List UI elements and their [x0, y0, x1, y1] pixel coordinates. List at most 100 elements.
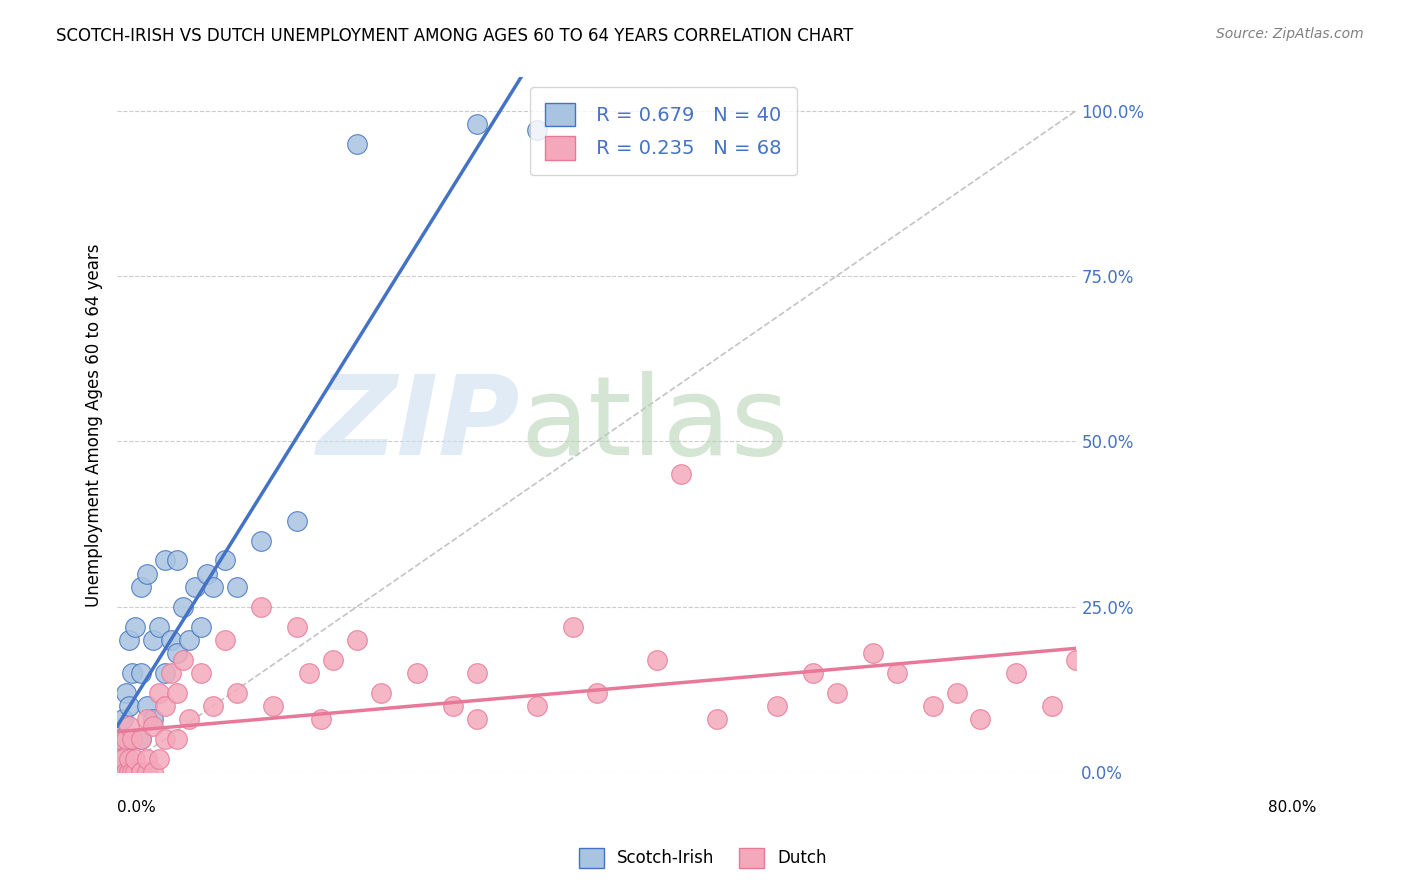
- Point: [214, 632, 236, 647]
- Point: [166, 731, 188, 746]
- Legend: Scotch-Irish, Dutch: Scotch-Irish, Dutch: [572, 841, 834, 875]
- Point: [179, 632, 201, 647]
- Text: 80.0%: 80.0%: [1268, 800, 1316, 815]
- Point: [370, 686, 392, 700]
- Point: [346, 136, 368, 151]
- Text: Source: ZipAtlas.com: Source: ZipAtlas.com: [1216, 27, 1364, 41]
- Point: [202, 698, 225, 713]
- Point: [129, 580, 152, 594]
- Point: [118, 632, 141, 647]
- Point: [121, 765, 143, 780]
- Point: [1042, 698, 1064, 713]
- Point: [124, 752, 146, 766]
- Point: [160, 665, 183, 680]
- Point: [105, 731, 128, 746]
- Point: [160, 632, 183, 647]
- Point: [114, 686, 136, 700]
- Point: [825, 686, 848, 700]
- Point: [129, 665, 152, 680]
- Point: [121, 665, 143, 680]
- Point: [118, 752, 141, 766]
- Point: [105, 752, 128, 766]
- Point: [526, 123, 548, 137]
- Point: [136, 698, 159, 713]
- Point: [112, 752, 135, 766]
- Point: [441, 698, 464, 713]
- Point: [250, 599, 273, 614]
- Point: [285, 619, 308, 633]
- Point: [250, 533, 273, 548]
- Point: [166, 686, 188, 700]
- Point: [129, 731, 152, 746]
- Point: [765, 698, 787, 713]
- Point: [142, 712, 165, 726]
- Point: [112, 712, 135, 726]
- Point: [105, 765, 128, 780]
- Point: [465, 117, 488, 131]
- Point: [153, 553, 176, 567]
- Point: [136, 712, 159, 726]
- Point: [148, 752, 170, 766]
- Point: [406, 665, 429, 680]
- Point: [105, 765, 128, 780]
- Point: [142, 719, 165, 733]
- Point: [190, 619, 212, 633]
- Point: [129, 731, 152, 746]
- Point: [862, 646, 884, 660]
- Point: [172, 599, 194, 614]
- Point: [669, 467, 692, 482]
- Point: [118, 719, 141, 733]
- Point: [136, 566, 159, 581]
- Point: [202, 580, 225, 594]
- Text: 0.0%: 0.0%: [117, 800, 156, 815]
- Text: SCOTCH-IRISH VS DUTCH UNEMPLOYMENT AMONG AGES 60 TO 64 YEARS CORRELATION CHART: SCOTCH-IRISH VS DUTCH UNEMPLOYMENT AMONG…: [56, 27, 853, 45]
- Point: [121, 731, 143, 746]
- Point: [166, 553, 188, 567]
- Text: ZIP: ZIP: [316, 371, 520, 478]
- Point: [112, 765, 135, 780]
- Point: [129, 765, 152, 780]
- Point: [142, 765, 165, 780]
- Point: [124, 765, 146, 780]
- Point: [105, 731, 128, 746]
- Point: [153, 731, 176, 746]
- Point: [136, 752, 159, 766]
- Point: [114, 731, 136, 746]
- Point: [886, 665, 908, 680]
- Point: [124, 619, 146, 633]
- Point: [945, 686, 967, 700]
- Point: [124, 765, 146, 780]
- Point: [114, 765, 136, 780]
- Point: [298, 665, 321, 680]
- Point: [561, 619, 583, 633]
- Point: [465, 712, 488, 726]
- Point: [645, 652, 668, 666]
- Point: [526, 698, 548, 713]
- Point: [346, 632, 368, 647]
- Point: [105, 765, 128, 780]
- Point: [801, 665, 824, 680]
- Point: [166, 646, 188, 660]
- Point: [706, 712, 728, 726]
- Point: [322, 652, 344, 666]
- Point: [969, 712, 991, 726]
- Point: [172, 652, 194, 666]
- Point: [105, 765, 128, 780]
- Point: [118, 765, 141, 780]
- Point: [226, 580, 249, 594]
- Point: [112, 765, 135, 780]
- Point: [129, 765, 152, 780]
- Point: [153, 698, 176, 713]
- Point: [585, 686, 607, 700]
- Point: [148, 619, 170, 633]
- Point: [136, 765, 159, 780]
- Point: [118, 765, 141, 780]
- Point: [195, 566, 218, 581]
- Text: atlas: atlas: [520, 371, 789, 478]
- Point: [118, 765, 141, 780]
- Legend:  R = 0.679   N = 40,  R = 0.235   N = 68: R = 0.679 N = 40, R = 0.235 N = 68: [530, 87, 797, 176]
- Point: [118, 731, 141, 746]
- Point: [921, 698, 943, 713]
- Point: [190, 665, 212, 680]
- Point: [105, 752, 128, 766]
